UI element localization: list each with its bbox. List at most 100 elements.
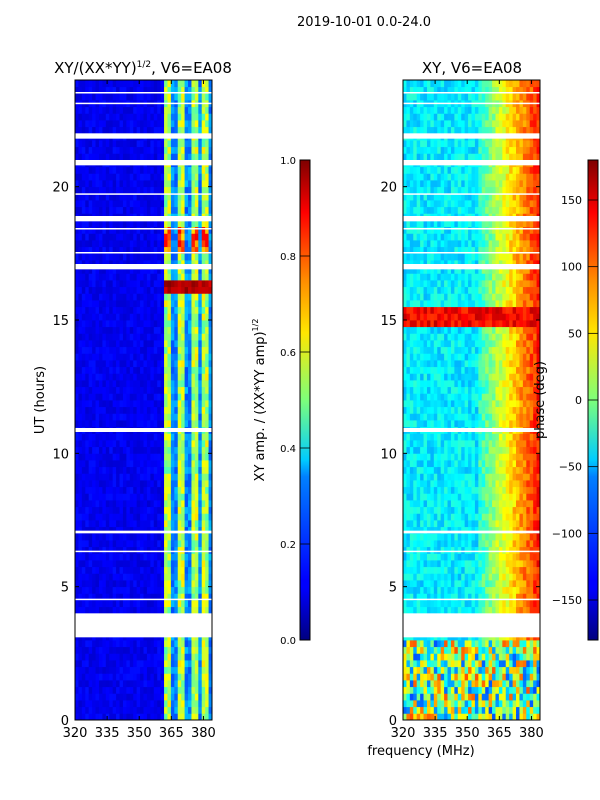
left-heatmap-cell: [116, 253, 120, 261]
left-heatmap-cell: [102, 473, 107, 481]
left-heatmap-cell: [78, 306, 83, 314]
left-heatmap-cell: [153, 193, 158, 201]
left-heatmap-cell: [191, 600, 196, 608]
left-heatmap-cell: [198, 120, 203, 128]
left-heatmap-cell: [201, 666, 206, 674]
left-heatmap-cell: [98, 253, 103, 261]
left-heatmap-cell: [191, 500, 196, 508]
left-heatmap-cell: [85, 140, 90, 148]
right-heatmap-cell: [440, 553, 445, 561]
left-heatmap-cell: [150, 580, 155, 588]
left-heatmap-cell: [188, 533, 192, 541]
left-heatmap-cell: [146, 593, 151, 601]
right-heatmap-cell: [457, 586, 462, 594]
right-heatmap-cell: [437, 673, 442, 681]
left-heatmap-cell: [174, 560, 179, 568]
left-heatmap-cell: [170, 360, 175, 368]
left-heatmap-cell: [174, 186, 179, 194]
right-heatmap-cell: [437, 706, 442, 714]
left-heatmap-cell: [146, 333, 151, 341]
left-heatmap-cell: [153, 313, 158, 321]
right-heatmap-cell: [454, 706, 459, 714]
left-heatmap-cell: [119, 573, 124, 581]
left-heatmap-cell: [133, 600, 138, 608]
left-heatmap-cell: [157, 486, 162, 494]
left-heatmap-cell: [140, 273, 144, 281]
right-heatmap-cell: [536, 560, 540, 568]
right-heatmap-cell: [450, 646, 455, 654]
right-heatmap-cell: [433, 586, 438, 594]
left-heatmap-cell: [92, 526, 96, 534]
left-heatmap-cell: [191, 166, 196, 174]
left-heatmap-cell: [109, 146, 114, 154]
left-heatmap-cell: [88, 153, 93, 161]
left-heatmap-cell: [126, 306, 131, 314]
left-heatmap-cell: [198, 233, 203, 241]
left-heatmap-cell: [140, 566, 144, 574]
left-heatmap-cell: [75, 446, 79, 454]
right-heatmap-cell: [481, 680, 486, 688]
left-heatmap-cell: [153, 380, 158, 388]
left-heatmap-cell: [201, 693, 206, 701]
left-heatmap-cell: [174, 600, 179, 608]
right-heatmap-cell: [536, 600, 540, 608]
right-heatmap-cell: [464, 560, 469, 568]
left-heatmap-cell: [201, 413, 206, 421]
left-heatmap-cell: [153, 366, 158, 374]
left-heatmap-cell: [205, 693, 209, 701]
left-heatmap-cell: [95, 126, 100, 134]
left-heatmap-cell: [164, 266, 168, 274]
right-heatmap-cell: [468, 586, 472, 594]
left-heatmap-cell: [198, 400, 203, 408]
right-heatmap-cell: [413, 560, 418, 568]
left-heatmap-cell: [157, 653, 162, 661]
left-heatmap-cell: [188, 586, 192, 594]
left-heatmap-cell: [198, 306, 203, 314]
left-heatmap-cell: [201, 340, 206, 348]
left-heatmap-cell: [198, 420, 203, 428]
left-heatmap-cell: [126, 640, 131, 648]
left-heatmap-cell: [205, 600, 209, 608]
left-heatmap-cell: [92, 673, 96, 681]
left-heatmap-cell: [119, 186, 124, 194]
left-heatmap-cell: [116, 266, 120, 274]
left-heatmap-cell: [140, 453, 144, 461]
right-panel-title: XY, V6=EA08: [422, 59, 522, 77]
left-heatmap-cell: [75, 146, 79, 154]
left-heatmap-cell: [126, 586, 131, 594]
right-heatmap-cell: [444, 606, 448, 614]
left-heatmap-cell: [78, 120, 83, 128]
left-heatmap-cell: [105, 106, 110, 114]
left-heatmap-cell: [201, 533, 206, 541]
left-heatmap-cell: [177, 473, 182, 481]
right-heatmap-cell: [533, 546, 537, 554]
left-heatmap-cell: [205, 593, 209, 601]
left-heatmap-cell: [157, 120, 162, 128]
left-heatmap-cell: [119, 486, 124, 494]
left-heatmap-cell: [170, 493, 175, 501]
left-heatmap-cell: [85, 600, 90, 608]
left-heatmap-cell: [129, 266, 134, 274]
left-heatmap-cell: [188, 240, 192, 248]
left-heatmap-cell: [112, 293, 117, 301]
left-heatmap-cell: [150, 593, 155, 601]
left-heatmap-cell: [188, 380, 192, 388]
left-heatmap-cell: [133, 106, 138, 114]
left-heatmap-cell: [198, 386, 203, 394]
left-heatmap-cell: [85, 700, 90, 708]
left-heatmap-cell: [205, 313, 209, 321]
right-heatmap-cell: [533, 606, 537, 614]
left-heatmap-cell: [140, 120, 144, 128]
left-heatmap-cell: [140, 506, 144, 514]
left-heatmap-cell: [157, 540, 162, 548]
right-heatmap-cell: [533, 660, 537, 668]
left-heatmap-cell: [174, 580, 179, 588]
left-heatmap-cell: [198, 280, 203, 288]
left-heatmap-cell: [126, 320, 131, 328]
right-heatmap-cell: [409, 600, 414, 608]
left-heatmap-cell: [129, 273, 134, 281]
left-heatmap-cell: [153, 693, 158, 701]
left-heatmap-cell: [98, 520, 103, 528]
left-heatmap-cell: [188, 593, 192, 601]
right-heatmap-cell: [430, 666, 435, 674]
